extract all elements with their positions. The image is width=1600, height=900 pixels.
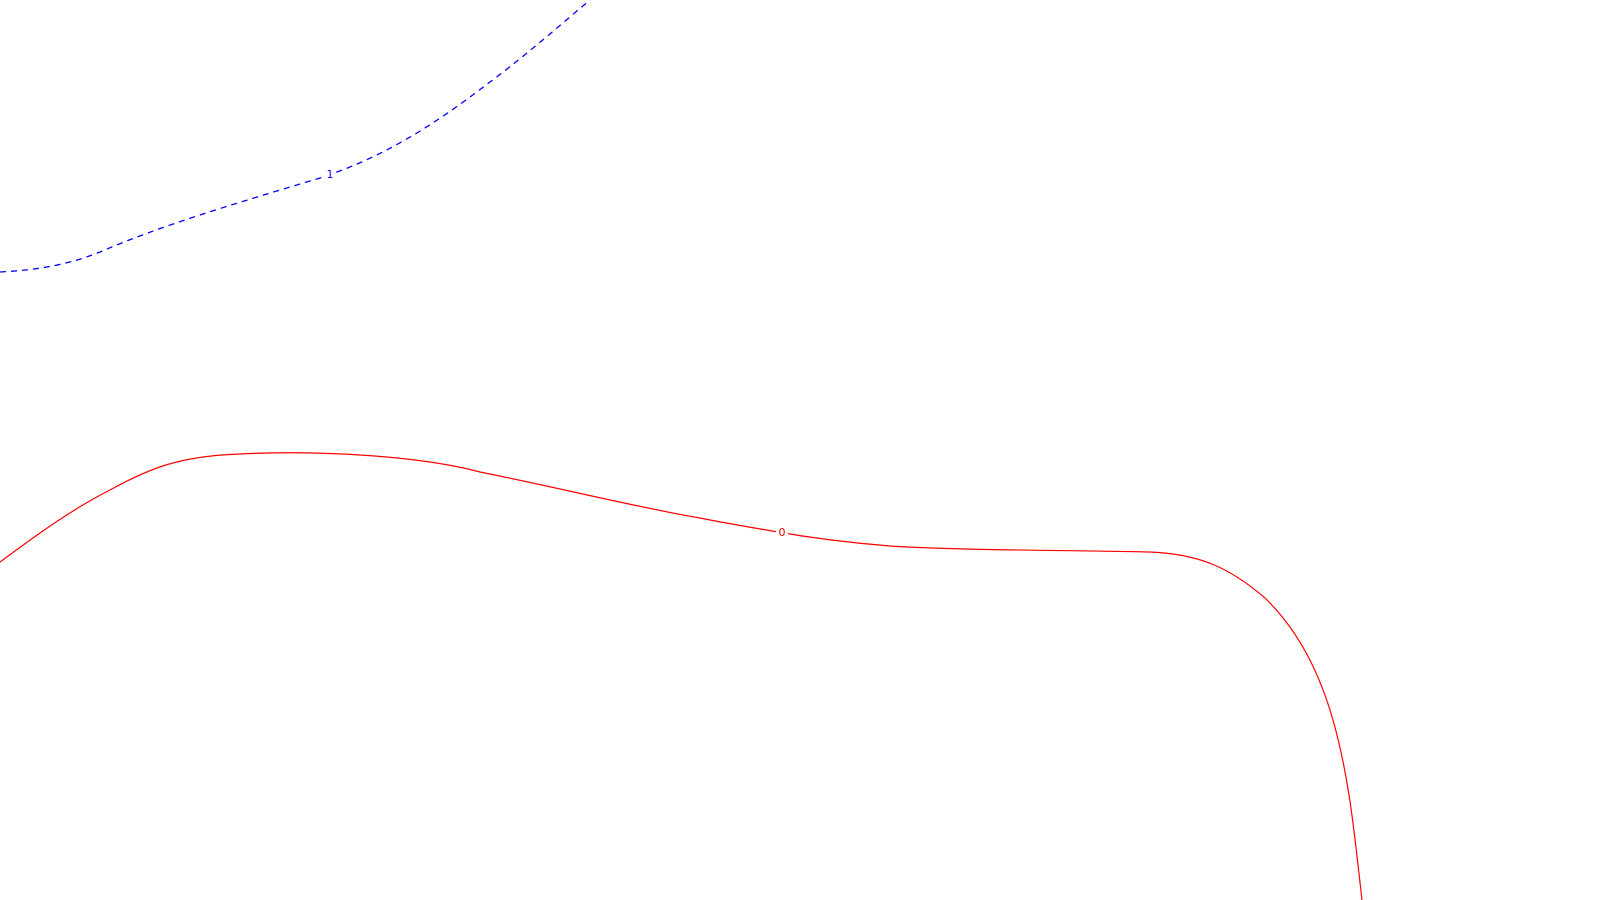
contour-0-label: 0 bbox=[779, 526, 786, 539]
contour-line-0: 0 bbox=[0, 452, 1363, 900]
contour-line-1: 1 bbox=[0, 0, 591, 273]
contour-0-label-bg bbox=[776, 526, 788, 540]
contour-1-path bbox=[0, 0, 591, 273]
contour-0-path bbox=[0, 452, 1363, 900]
contour-1-label-bg bbox=[324, 168, 336, 182]
contour-1-label: 1 bbox=[327, 168, 334, 181]
